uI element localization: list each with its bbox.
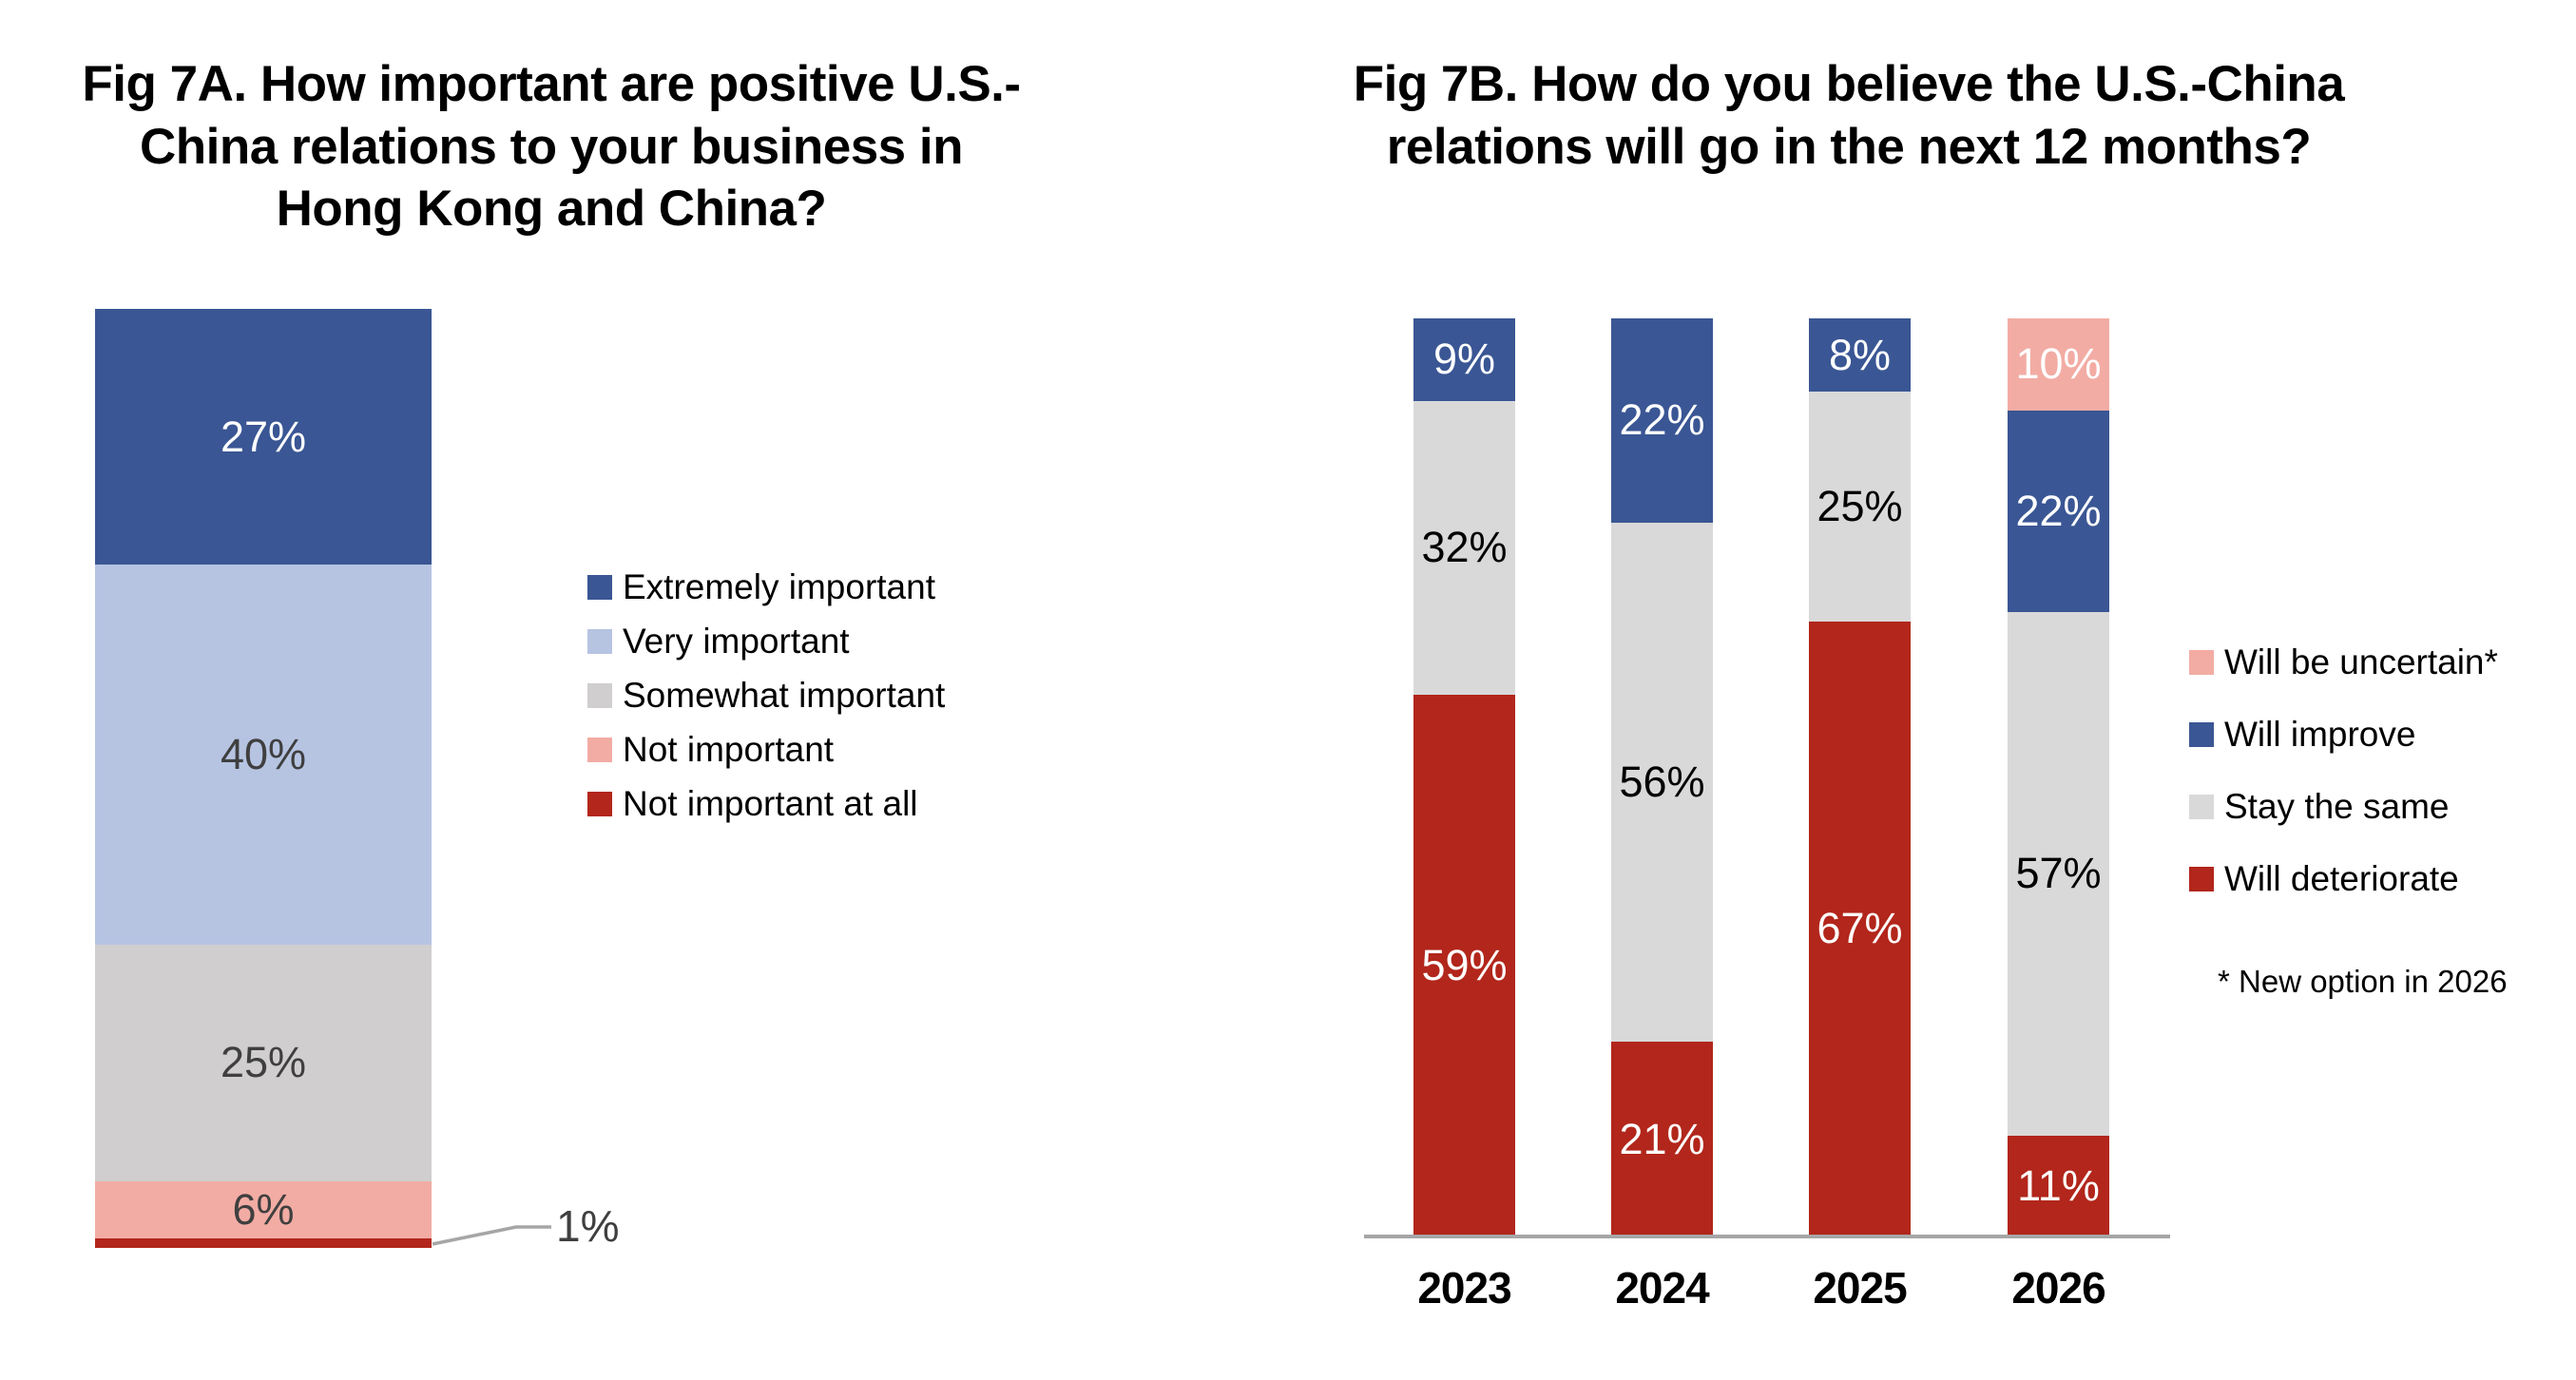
x-axis-label-2025: 2025 [1813, 1263, 1907, 1313]
legend-label-will-deteriorate: Will deteriorate [2224, 859, 2459, 898]
legend-swatch-will-deteriorate [2189, 867, 2214, 891]
legend-item-will-be-uncertain: Will be uncertain* [2189, 626, 2498, 699]
fig7b-title: Fig 7B. How do you believe the U.S.-Chin… [1353, 56, 2345, 175]
legend-swatch-very-important [587, 628, 612, 654]
legend-label-stay-the-same: Stay the same [2224, 787, 2450, 826]
legend-item-stay-the-same: Stay the same [2189, 771, 2498, 843]
legend-swatch-extremely-important [587, 574, 612, 600]
legend-item-extremely-important: Extremely important [587, 560, 945, 614]
legend-swatch-not-important-at-all [587, 791, 612, 816]
legend-swatch-stay-the-same [2189, 795, 2214, 819]
legend-label-not-important: Not important [623, 729, 835, 769]
x-axis-label-2024: 2024 [1615, 1263, 1709, 1313]
legend-item-not-important: Not important [587, 722, 945, 776]
legend-label-somewhat-important: Somewhat important [623, 675, 946, 715]
fig7b-legend: Will be uncertain* Will improve Stay the s… [2189, 626, 2498, 915]
legend-swatch-will-improve [2189, 722, 2214, 747]
segment-stay-the-same-2026: 57% [2008, 612, 2109, 1136]
legend-label-extremely-important: Extremely important [623, 566, 935, 606]
stacked-bar-fig7a: 27% 40% 25% 6% [95, 309, 432, 1248]
legend-label-not-important-at-all: Not important at all [623, 783, 918, 823]
segment-not-important: 6% [95, 1181, 432, 1238]
segment-very-important: 40% [95, 565, 432, 945]
callout-leader-line [432, 1225, 551, 1246]
callout-label-not-important-at-all: 1% [556, 1201, 620, 1251]
segment-will-deteriorate-2026: 11% [2008, 1135, 2109, 1236]
legend-item-will-improve: Will improve [2189, 699, 2498, 771]
segment-will-improve-2026: 22% [2008, 410, 2109, 613]
segment-somewhat-important: 25% [95, 944, 432, 1182]
segment-will-improve-2023: 9% [1413, 318, 1515, 401]
fig7b-axis-line [1364, 1235, 2170, 1238]
legend-swatch-will-be-uncertain [2189, 650, 2214, 675]
segment-will-deteriorate-2025: 67% [1809, 621, 1911, 1236]
stacked-bar-2026: 10% 22% 57% 11% [2008, 318, 2109, 1236]
segment-will-be-uncertain-2026: 10% [2008, 318, 2109, 411]
fig7b-footnote: * New option in 2026 [2218, 964, 2508, 999]
x-axis-label-2023: 2023 [1417, 1263, 1511, 1313]
legend-item-somewhat-important: Somewhat important [587, 668, 945, 722]
fig7a-title: Fig 7A. How important are positive U.S.-… [82, 56, 1021, 238]
legend-swatch-not-important [587, 737, 612, 762]
legend-label-very-important: Very important [623, 621, 850, 661]
segment-will-improve-2024: 22% [1611, 318, 1713, 523]
legend-item-very-important: Very important [587, 614, 945, 668]
x-axis-label-2026: 2026 [2011, 1263, 2105, 1313]
segment-will-deteriorate-2024: 21% [1611, 1042, 1713, 1236]
segment-stay-the-same-2023: 32% [1413, 400, 1515, 696]
stacked-bar-2023: 9% 32% 59% [1413, 318, 1515, 1236]
stacked-bar-2025: 8% 25% 67% [1809, 318, 1911, 1236]
segment-will-improve-2025: 8% [1809, 318, 1911, 393]
segment-stay-the-same-2025: 25% [1809, 392, 1911, 622]
fig7a-legend: Extremely important Very important Somewha… [587, 560, 945, 831]
segment-stay-the-same-2024: 56% [1611, 522, 1713, 1043]
segment-not-important-at-all [95, 1238, 432, 1248]
legend-item-will-deteriorate: Will deteriorate [2189, 843, 2498, 915]
legend-label-will-improve: Will improve [2224, 715, 2416, 754]
stacked-bar-2024: 22% 56% 21% [1611, 318, 1713, 1236]
segment-extremely-important: 27% [95, 309, 432, 565]
legend-swatch-somewhat-important [587, 682, 612, 708]
legend-item-not-important-at-all: Not important at all [587, 776, 945, 831]
legend-label-will-be-uncertain: Will be uncertain* [2224, 642, 2498, 681]
segment-will-deteriorate-2023: 59% [1413, 695, 1515, 1236]
